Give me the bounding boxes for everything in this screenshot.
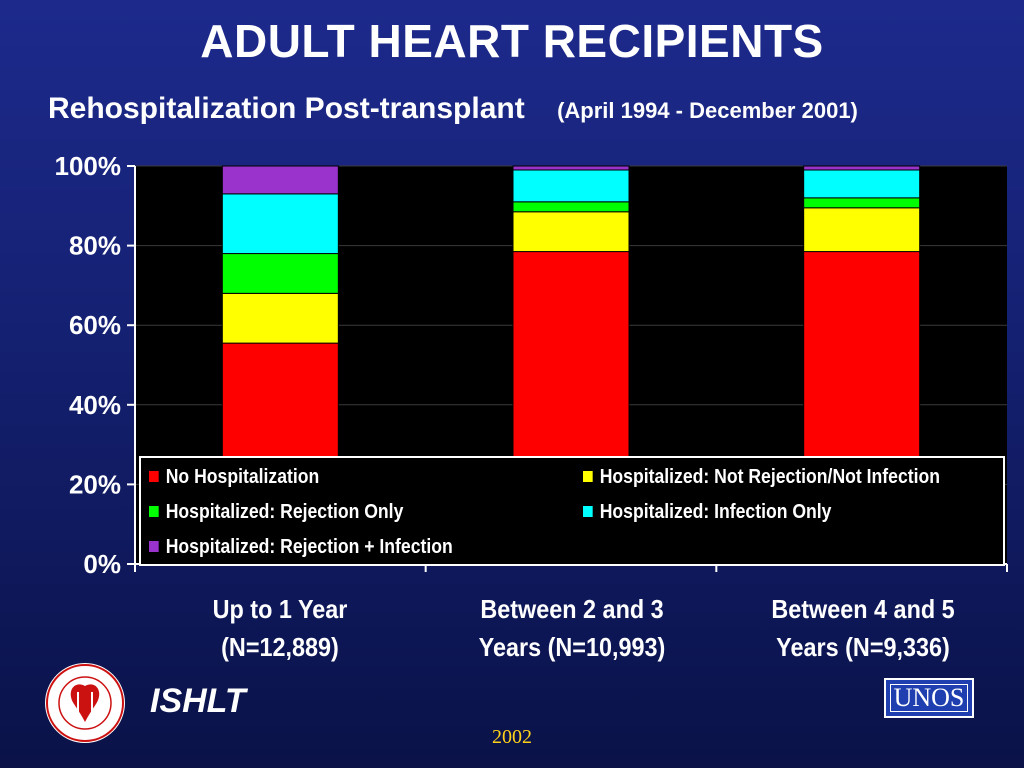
bar-segment <box>803 165 921 171</box>
bar-segment <box>221 165 339 195</box>
y-tick-label: 0% <box>83 549 121 579</box>
legend-swatch <box>149 506 159 517</box>
category-label-1: Up to 1 Year (N=12,889) <box>212 594 348 662</box>
category-label-2: Between 2 and 3 Years (N=10,993) <box>478 594 666 662</box>
legend-swatch <box>583 506 593 517</box>
organization-name: ISHLT <box>150 682 246 720</box>
bar-segment <box>803 169 921 199</box>
bar-segment <box>512 169 630 203</box>
chart-legend: No Hospitalization Hospitalized: Not Rej… <box>139 456 1005 566</box>
bar-segment <box>803 207 921 253</box>
y-tick-label: 100% <box>55 151 122 181</box>
chart-title: ADULT HEART RECIPIENTS <box>200 15 824 67</box>
legend-swatch <box>583 471 593 482</box>
subtitle-text: Rehospitalization Post-transplant <box>48 92 525 125</box>
bar-segment <box>221 292 339 344</box>
y-tick-label: 60% <box>69 310 121 340</box>
year-label: 2002 <box>492 726 532 748</box>
legend-item-not-rejection-not-infection: Hospitalized: Not Rejection/Not Infectio… <box>583 466 940 489</box>
legend-item-infection-only: Hospitalized: Infection Only <box>583 501 831 524</box>
legend-item-no-hospitalization: No Hospitalization <box>149 466 319 489</box>
unos-logo: UNOS <box>884 678 974 718</box>
bar-segment <box>221 193 339 255</box>
legend-swatch <box>149 471 159 482</box>
legend-item-rejection-plus-infection: Hospitalized: Rejection + Infection <box>149 536 453 559</box>
y-tick-label: 40% <box>69 390 121 420</box>
unos-logo-text: UNOS <box>889 684 969 712</box>
bar-segment <box>512 165 630 171</box>
bar-segment <box>512 201 630 213</box>
chart-subtitle: Rehospitalization Post-transplant (April… <box>48 92 858 126</box>
y-tick-label: 80% <box>69 231 121 261</box>
bar-segment <box>221 253 339 294</box>
ishlt-seal-logo <box>45 663 125 743</box>
legend-item-rejection-only: Hospitalized: Rejection Only <box>149 501 403 524</box>
legend-swatch <box>149 541 159 552</box>
category-label-3: Between 4 and 5 Years (N=9,336) <box>771 594 955 662</box>
bar-segment <box>803 197 921 209</box>
date-range: (April 1994 - December 2001) <box>557 98 858 123</box>
bar-segment <box>512 211 630 253</box>
y-tick-label: 20% <box>69 469 121 499</box>
